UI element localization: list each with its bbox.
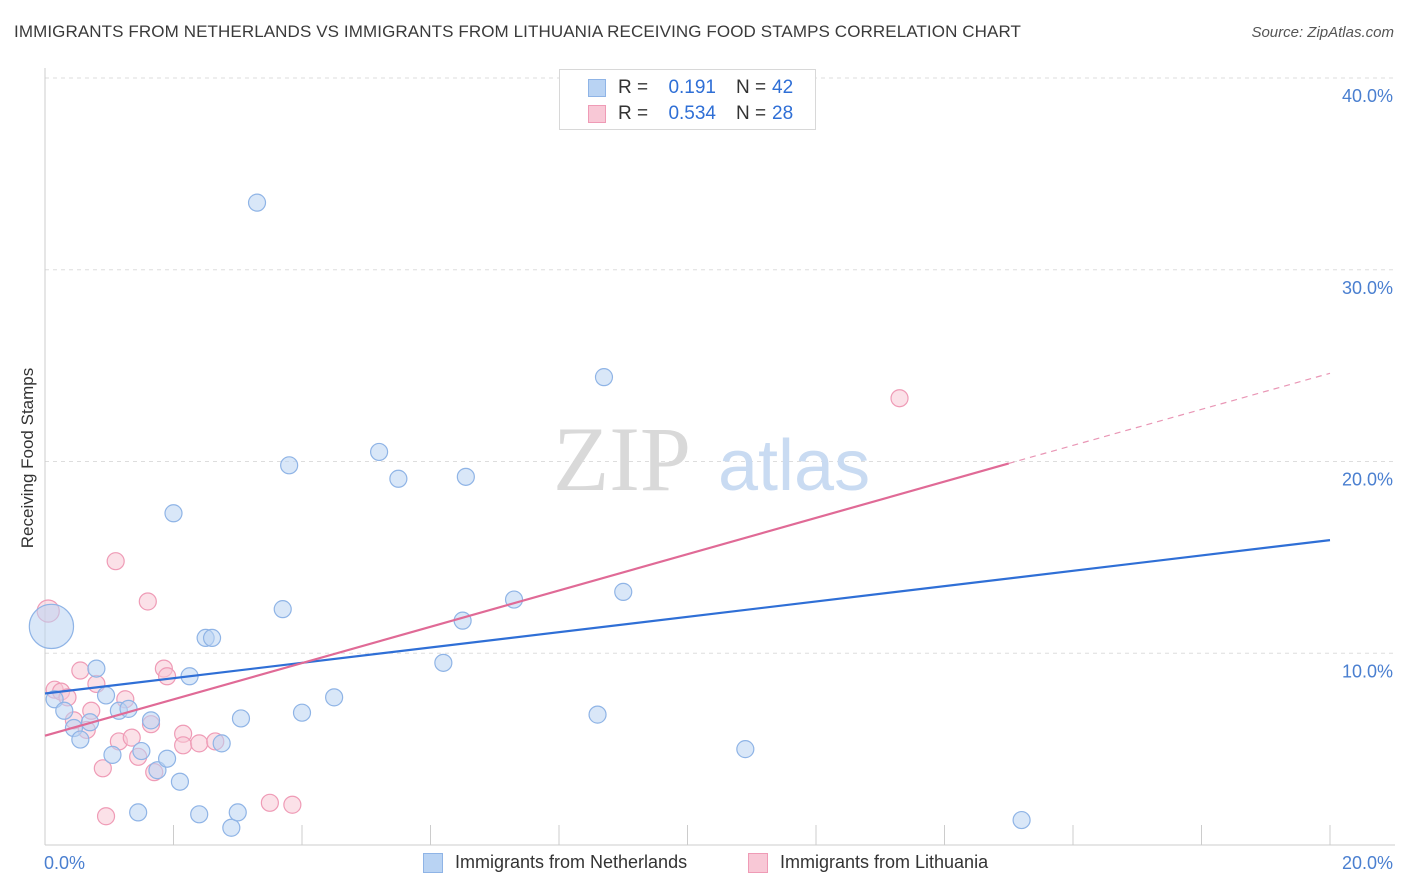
r-value: 0.191 (654, 77, 716, 99)
lithuania-point (175, 737, 192, 754)
lithuania-point (98, 808, 115, 825)
netherlands-point (133, 743, 150, 760)
netherlands-point (615, 583, 632, 600)
netherlands-point (56, 702, 73, 719)
bottom-legend-lithuania[interactable]: Immigrants from Lithuania (748, 852, 988, 873)
netherlands-point (130, 804, 147, 821)
lithuania-point (72, 662, 89, 679)
lithuania-legend-label: Immigrants from Lithuania (780, 852, 988, 873)
n-label: N = (736, 77, 772, 99)
watermark-zip: ZIP (553, 408, 691, 510)
r-label: R = (618, 103, 654, 125)
netherlands-point (143, 712, 160, 729)
n-value: 42 (772, 77, 793, 99)
bottom-legend-netherlands[interactable]: Immigrants from Netherlands (423, 852, 687, 873)
netherlands-point (229, 804, 246, 821)
legend-row-lithuania: R = 0.534 N = 28 (560, 102, 793, 126)
x-tick-label: 0.0% (44, 853, 85, 873)
netherlands-point (435, 654, 452, 671)
y-axis-title: Receiving Food Stamps (18, 368, 37, 548)
y-tick-label: 30.0% (1342, 278, 1393, 298)
r-value: 0.534 (654, 103, 716, 125)
y-tick-label: 20.0% (1342, 470, 1393, 490)
netherlands-point (223, 819, 240, 836)
netherlands-trend-line (45, 540, 1330, 693)
netherlands-point (390, 470, 407, 487)
netherlands-point (371, 443, 388, 460)
netherlands-point (457, 468, 474, 485)
netherlands-point (1013, 812, 1030, 829)
lithuania-point (107, 553, 124, 570)
r-label: R = (618, 77, 654, 99)
legend-row-netherlands: R = 0.191 N = 42 (560, 76, 793, 100)
y-tick-label: 40.0% (1342, 86, 1393, 106)
netherlands-point (72, 731, 89, 748)
lithuania-trend-line (45, 463, 1009, 735)
netherlands-point (204, 629, 221, 646)
correlation-legend: R = 0.191 N = 42 R = 0.534 N = 28 (559, 69, 816, 130)
netherlands-point (294, 704, 311, 721)
x-tick-label: 20.0% (1342, 853, 1393, 873)
lithuania-point (159, 668, 176, 685)
netherlands-point (589, 706, 606, 723)
netherlands-swatch (588, 79, 606, 97)
netherlands-point (737, 741, 754, 758)
netherlands-point (171, 773, 188, 790)
netherlands-point (232, 710, 249, 727)
netherlands-legend-swatch (423, 853, 443, 873)
netherlands-point (213, 735, 230, 752)
lithuania-legend-swatch (748, 853, 768, 873)
lithuania-point (191, 735, 208, 752)
netherlands-point (88, 660, 105, 677)
netherlands-point (454, 612, 471, 629)
netherlands-point (274, 601, 291, 618)
netherlands-point (281, 457, 298, 474)
lithuania-point (261, 794, 278, 811)
scatter-plot: ZIP atlas 10.0%20.0%30.0%40.0%0.0% 20.0% … (0, 0, 1406, 892)
lithuania-point (139, 593, 156, 610)
n-label: N = (736, 103, 772, 125)
grid-lines (45, 78, 1395, 653)
netherlands-point (29, 604, 73, 648)
netherlands-point (165, 505, 182, 522)
netherlands-point (249, 194, 266, 211)
n-value: 28 (772, 103, 793, 125)
netherlands-point (595, 369, 612, 386)
netherlands-point (159, 750, 176, 767)
watermark-atlas: atlas (718, 426, 870, 506)
watermark: ZIP atlas (553, 408, 870, 510)
netherlands-point (326, 689, 343, 706)
netherlands-point (98, 687, 115, 704)
lithuania-point (284, 796, 301, 813)
lithuania-point (891, 390, 908, 407)
netherlands-point (191, 806, 208, 823)
y-tick-label: 10.0% (1342, 661, 1393, 681)
lithuania-swatch (588, 105, 606, 123)
lithuania-trend-extension (1009, 373, 1330, 463)
netherlands-legend-label: Immigrants from Netherlands (455, 852, 687, 873)
netherlands-point (104, 746, 121, 763)
